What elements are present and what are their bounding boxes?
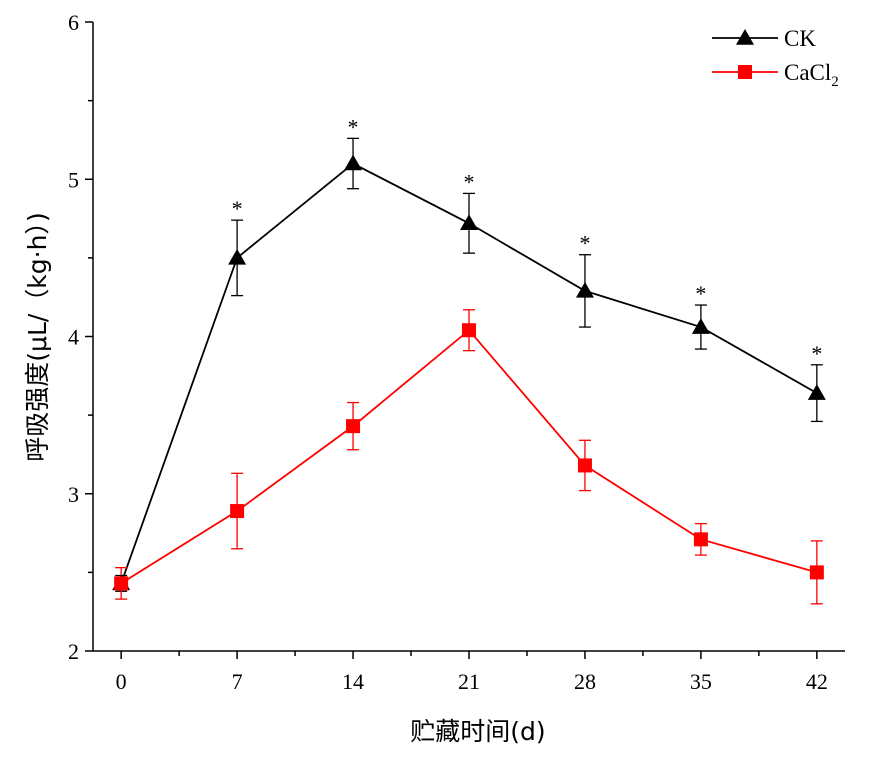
significance-mark: * xyxy=(464,169,475,194)
axes: 2 3 4 5 6 0 7 14 21 28 35 42 xyxy=(68,10,845,694)
y-tick-label: 4 xyxy=(68,325,79,350)
x-tick-label: 14 xyxy=(342,669,364,694)
data-point xyxy=(344,154,363,171)
markers-cacl2 xyxy=(114,323,824,591)
legend-item: CaCl2 xyxy=(712,60,839,90)
significance-mark: * xyxy=(232,196,243,221)
x-tick-label: 35 xyxy=(690,669,712,694)
y-tick-label: 2 xyxy=(68,639,79,664)
legend: CK CaCl2 xyxy=(712,26,839,90)
series-line xyxy=(120,328,818,585)
x-tick-label: 21 xyxy=(458,669,480,694)
series-layer: * * * * * * xyxy=(112,114,826,605)
data-point xyxy=(691,318,710,334)
significance-mark: * xyxy=(695,281,706,306)
markers-ck xyxy=(112,154,826,591)
data-point xyxy=(693,532,708,547)
x-axis-title: 贮藏时间(d) xyxy=(410,717,545,746)
legend-label: CK xyxy=(784,26,816,51)
data-point xyxy=(230,504,245,519)
significance-mark: * xyxy=(579,231,590,256)
y-tick-label: 6 xyxy=(68,10,79,35)
x-tick-label: 28 xyxy=(574,669,596,694)
data-point xyxy=(575,281,594,298)
data-point xyxy=(577,458,592,473)
legend-marker xyxy=(738,65,752,79)
data-point xyxy=(462,323,476,338)
legend-label: CaCl2 xyxy=(784,60,839,90)
legend-item: CK xyxy=(712,26,816,51)
y-tick-label: 3 xyxy=(68,482,79,507)
data-point xyxy=(114,576,129,591)
significance-mark: * xyxy=(811,341,822,366)
legend-marker xyxy=(736,29,754,45)
x-tick-label: 0 xyxy=(116,669,127,694)
data-point xyxy=(460,214,478,231)
series-ck: * * * * * * xyxy=(115,114,823,592)
significance-mark: * xyxy=(348,114,359,139)
data-point xyxy=(809,565,824,580)
series-cacl2 xyxy=(115,309,823,605)
y-axis-title: 呼吸强度(μL/（kg·h）) xyxy=(23,212,52,461)
data-point xyxy=(346,419,361,434)
data-point xyxy=(807,384,826,400)
x-tick-label: 42 xyxy=(806,669,828,694)
x-tick-label: 7 xyxy=(232,669,243,694)
y-tick-label: 5 xyxy=(68,167,79,192)
data-point xyxy=(228,248,247,265)
